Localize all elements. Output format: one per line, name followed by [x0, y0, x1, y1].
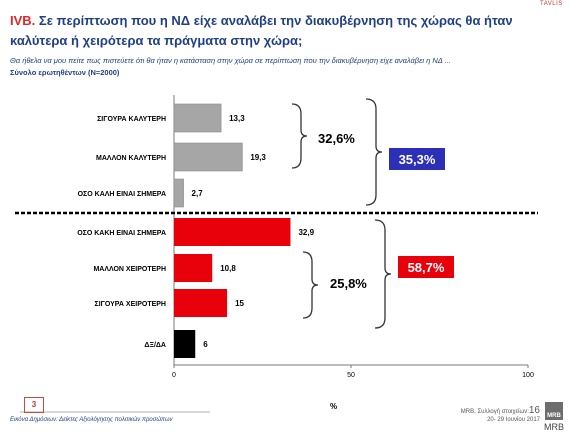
data-label: 15 [235, 299, 244, 308]
brace-better [291, 103, 308, 169]
bar [174, 254, 213, 282]
category-label: ΜΑΛΛΟΝ ΧΕΙΡΟΤΕΡΗ [93, 266, 166, 273]
brand-mark: TAVLIS [540, 1, 563, 7]
bar [173, 178, 184, 208]
brace-total-worse [374, 219, 392, 329]
page-number: 16 [528, 405, 540, 416]
brace-worse [302, 251, 319, 319]
source-line-1: MRB, Συλλογή στοιχείων: [460, 409, 529, 415]
group-label-worse: 25,8% [330, 276, 367, 291]
watermark: MRB [544, 422, 564, 432]
total-box-worse [398, 256, 454, 278]
data-label: 32,9 [298, 228, 314, 237]
category-label: ΟΣΟ ΚΑΛΗ ΕΙΝΑΙ ΣΗΜΕΡΑ [78, 191, 166, 198]
x-tick-label: 0 [172, 372, 176, 379]
bars-layer: 0 50 100 ΣΙΓΟΥΡΑ ΚΑΛΥΤΕΡΗ 13,3 ΜΑΛΛΟΝ ΚΑΛΥΤΕΡ… [15, 95, 538, 413]
category-label: ΣΙΓΟΥΡΑ ΚΑΛΥΤΕΡΗ [97, 116, 166, 123]
category-label: ΜΑΛΛΟΝ ΚΑΛΥΤΕΡΗ [96, 155, 166, 162]
mrb-logo: MRB [545, 402, 563, 420]
data-label: 10,8 [220, 264, 236, 273]
bar [173, 142, 243, 172]
data-label: 13,3 [229, 114, 245, 123]
total-label-worse: 58,7% [408, 260, 445, 275]
x-axis-label: % [330, 402, 338, 411]
bar [173, 103, 222, 133]
data-label: 2,7 [192, 189, 204, 198]
total-label-better: 35,3% [399, 152, 436, 167]
group-label-better: 32,6% [318, 131, 355, 146]
category-label: ΔΞ/ΔΑ [144, 342, 166, 349]
page-title: IVB. Σε περίπτωση που η ΝΔ είχε αναλάβει… [10, 11, 560, 51]
page-number-box: 3 [24, 397, 44, 413]
x-tick-label: 50 [347, 372, 355, 379]
source-line-2: 20- 29 Ιουνίου 2017 [487, 417, 540, 423]
brace-total-better [365, 98, 383, 206]
x-tick-label: 100 [522, 372, 534, 379]
data-label: 19,3 [250, 153, 266, 162]
question-subtitle: Θα ήθελα να μου πείτε πως πιστεύετε ότι … [10, 56, 451, 65]
question-number: IVB. [10, 13, 36, 28]
bar [174, 289, 228, 317]
bar [174, 330, 196, 358]
total-box-better [389, 148, 445, 170]
category-label: ΣΙΓΟΥΡΑ ΧΕΙΡΟΤΕΡΗ [95, 301, 167, 308]
bar [174, 218, 291, 246]
sample-base: Σύνολο ερωτηθέντων (Ν=2000) [10, 68, 120, 77]
data-label: 6 [203, 340, 208, 349]
footnote: Εικόνα Δημόσιων: Δείκτες Αξιολόγησης πολ… [10, 417, 173, 423]
category-label: ΟΣΟ ΚΑΚΗ ΕΙΝΑΙ ΣΗΜΕΡΑ [77, 230, 166, 237]
source-info: MRB, Συλλογή στοιχείων:16 20- 29 Ιουνίου… [440, 405, 540, 424]
question-text: Σε περίπτωση που η ΝΔ είχε αναλάβει την … [10, 13, 513, 48]
